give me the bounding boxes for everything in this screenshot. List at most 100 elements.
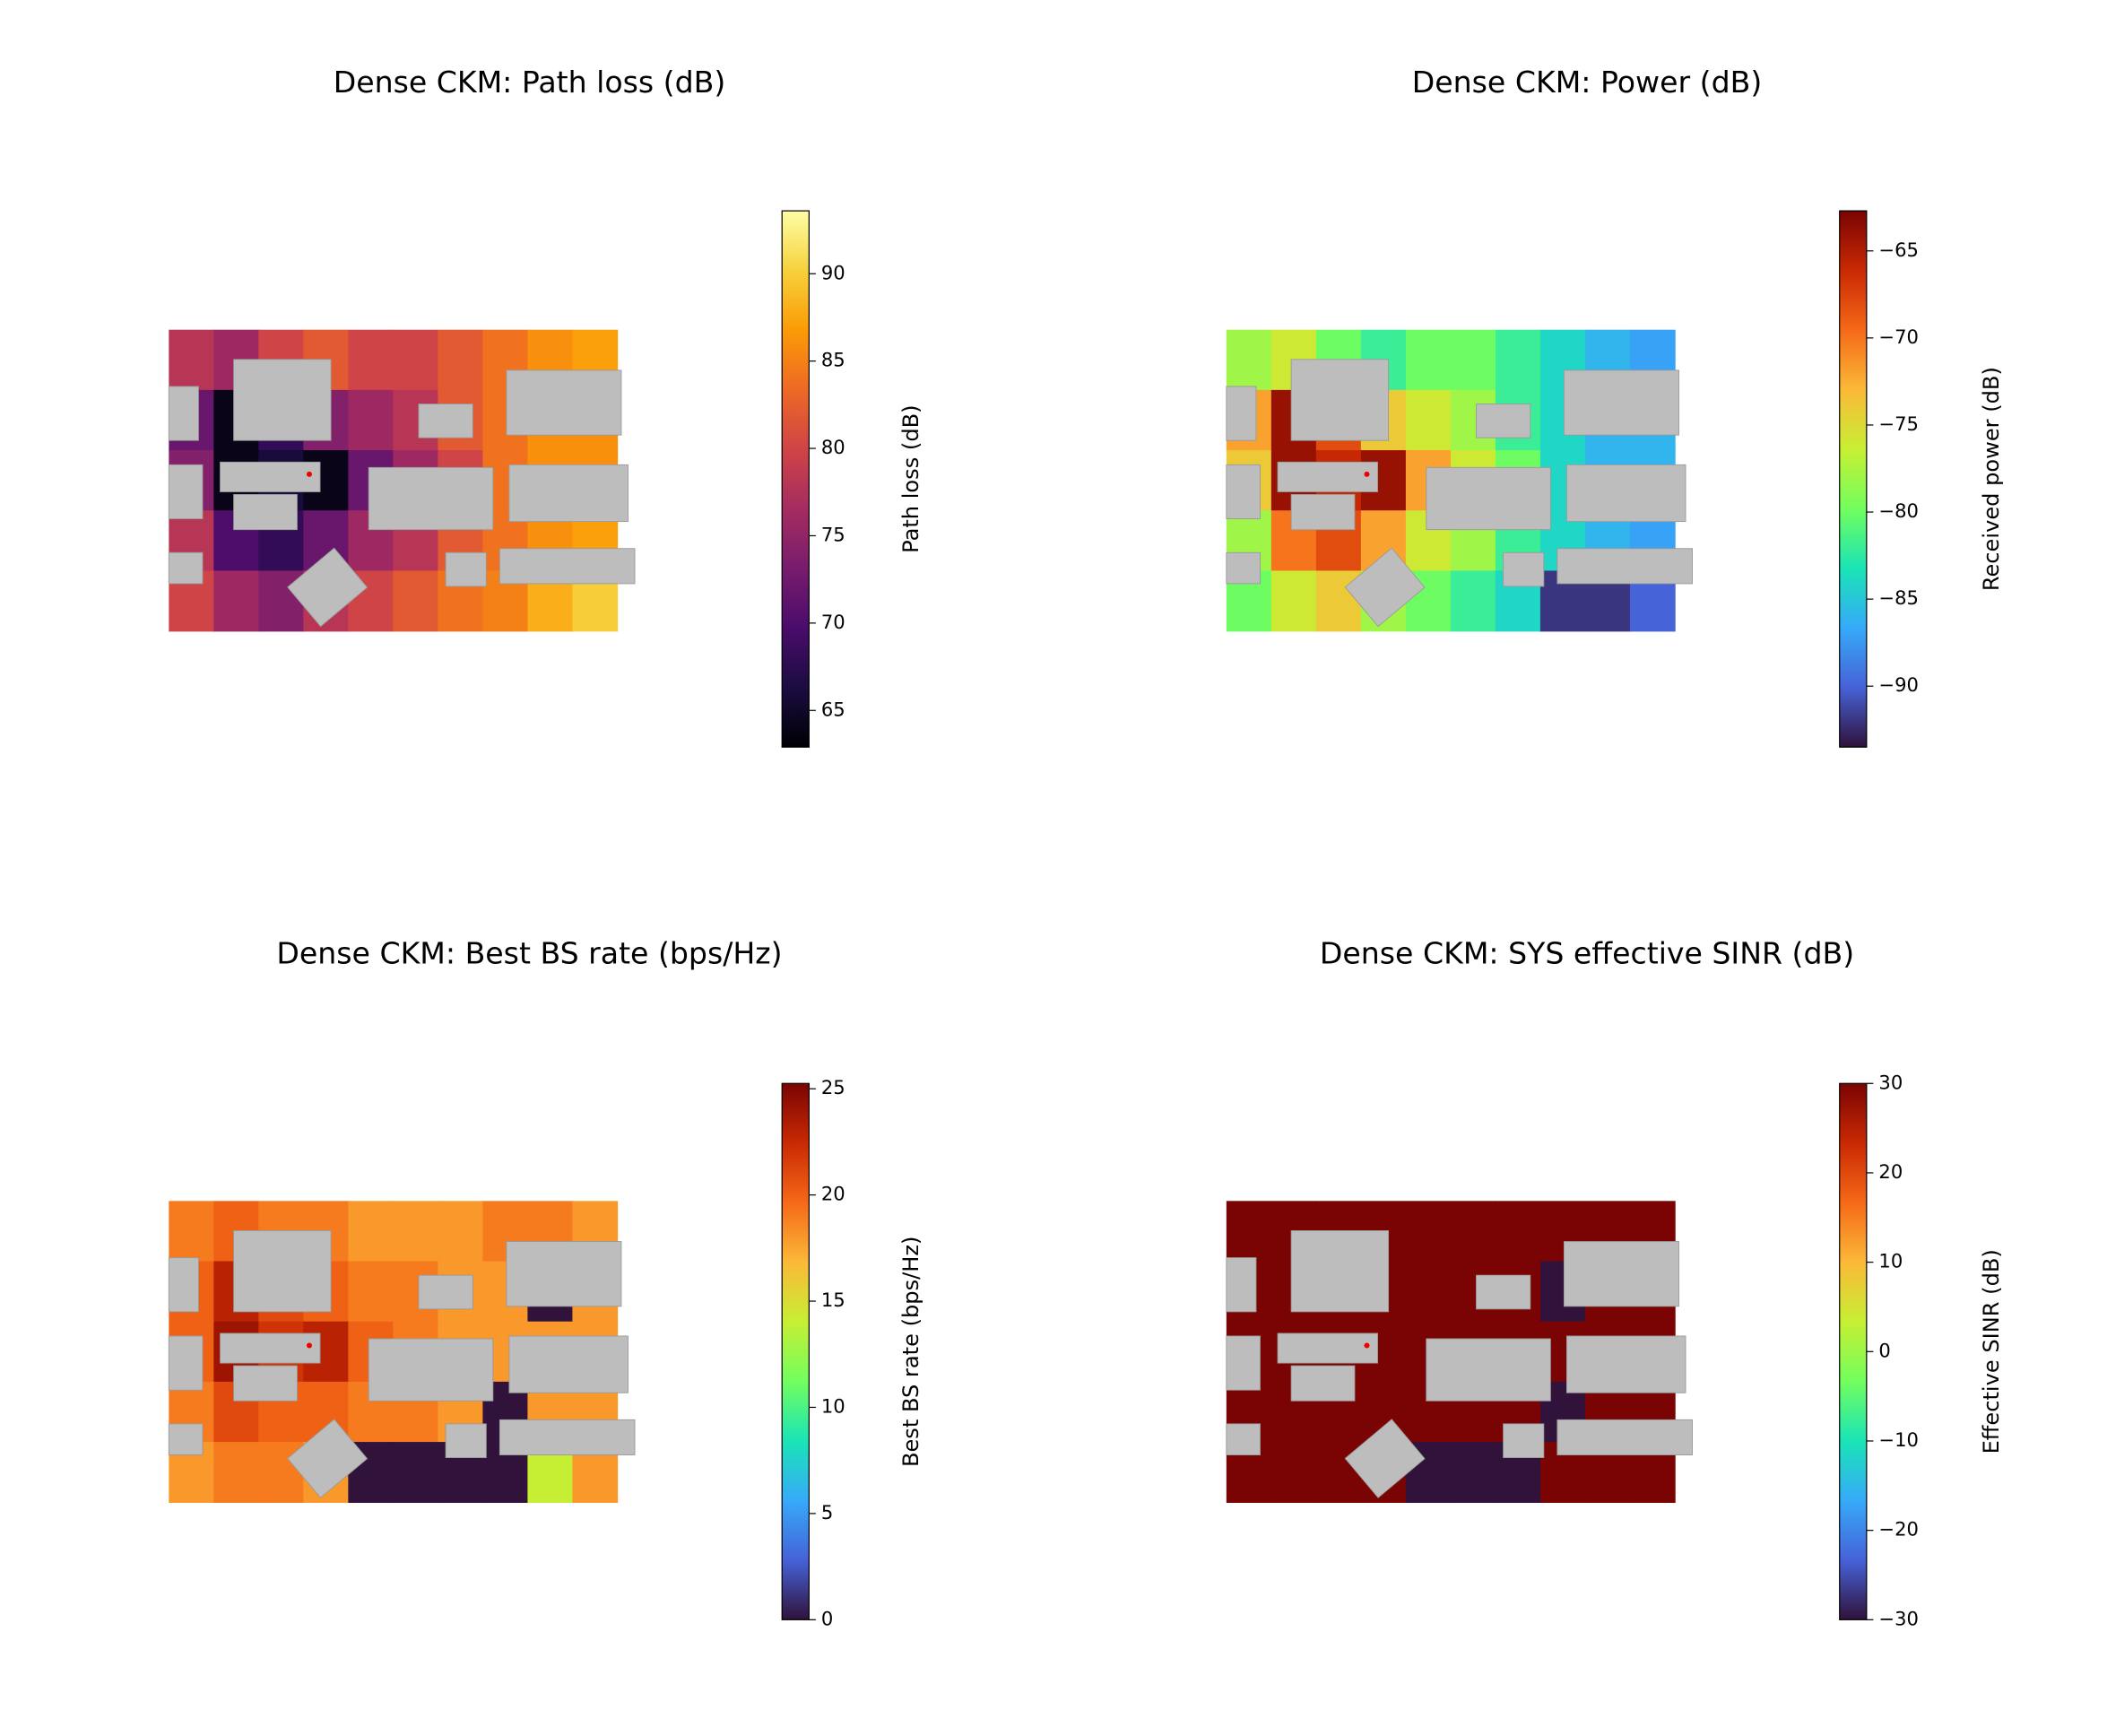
colorbar: [1839, 1082, 1868, 1620]
panel-title: Dense CKM: Power (dB): [1412, 65, 1762, 100]
heatmap-cell: [348, 389, 395, 451]
building: [233, 1230, 332, 1313]
colorbar-tick-label: 10: [1878, 1250, 1903, 1272]
building: [1344, 1419, 1426, 1498]
building: [1565, 1335, 1686, 1393]
building: [168, 464, 204, 520]
building: [368, 466, 494, 531]
building: [1226, 551, 1261, 585]
heatmap-cell: [393, 1201, 439, 1263]
colorbar-tick-label: 75: [821, 523, 845, 545]
building: [1226, 464, 1261, 520]
building: [1426, 466, 1551, 531]
building: [1563, 1241, 1679, 1307]
heatmap-cell: [1270, 570, 1317, 632]
building: [506, 1241, 622, 1307]
building: [168, 1335, 204, 1391]
building: [1426, 1338, 1551, 1402]
heatmap-cell: [348, 1201, 395, 1263]
colorbar-tick-label: 30: [1878, 1071, 1903, 1093]
colorbar-tick-label: 20: [821, 1183, 845, 1205]
building: [1290, 1365, 1356, 1402]
buildings: [168, 359, 636, 628]
base-station: [1364, 471, 1370, 477]
building: [418, 1274, 473, 1310]
colorbar-tick-label: −20: [1878, 1518, 1918, 1541]
heatmap-cell: [213, 1442, 260, 1504]
heatmap-cell: [169, 1201, 215, 1263]
panel: Dense CKM: Power (dB) −90 −85 −80 −75 −70 −65 R…: [1226, 65, 2004, 748]
colorbar-tick-label: −75: [1878, 412, 1918, 435]
colorbar-tick-label: 20: [1878, 1160, 1903, 1183]
colorbar-tick-label: 10: [821, 1394, 845, 1417]
buildings: [1226, 359, 1693, 628]
colorbar-tick-label: 85: [821, 349, 845, 371]
colorbar-tick-label: −85: [1878, 586, 1918, 609]
colorbar-tick-label: 65: [821, 698, 845, 720]
heatmap-cell: [1405, 1201, 1452, 1263]
colorbar-label: Effective SINR (dB): [1979, 1249, 2004, 1454]
colorbar-tick-label: 15: [821, 1289, 845, 1311]
building: [168, 1257, 199, 1313]
heatmap-cell: [1495, 329, 1541, 391]
building: [1563, 369, 1679, 436]
heatmap-cell: [1270, 1442, 1317, 1504]
colorbar: [781, 1082, 810, 1620]
building: [1476, 1274, 1531, 1310]
heatmap-cell: [393, 1442, 439, 1504]
building: [1556, 1419, 1693, 1455]
building: [506, 369, 622, 436]
colorbar-tick-label: −10: [1878, 1428, 1918, 1451]
panel: Dense CKM: Best BS rate (bps/Hz) 0 5 10 15 20…: [168, 936, 923, 1629]
colorbar-label: Received power (dB): [1979, 367, 2004, 591]
heatmap-cell: [348, 329, 395, 391]
building: [1277, 1332, 1378, 1364]
colorbar-tick-label: −90: [1878, 673, 1918, 696]
panel-title: Dense CKM: Path loss (dB): [334, 65, 726, 100]
heatmap-cell: [393, 570, 439, 632]
colorbar-tick-label: −65: [1878, 239, 1918, 261]
building: [1503, 1423, 1545, 1458]
colorbar: [1839, 210, 1868, 748]
building: [1277, 461, 1378, 492]
building: [368, 1338, 494, 1402]
colorbar-tick-label: 25: [821, 1076, 845, 1098]
building: [1290, 494, 1356, 531]
building: [1476, 404, 1531, 438]
building: [1503, 551, 1545, 587]
colorbar-tick-label: 80: [821, 436, 845, 458]
building: [287, 547, 369, 628]
building: [1226, 1423, 1261, 1455]
base-station: [306, 471, 312, 477]
building: [233, 359, 332, 441]
building: [445, 1423, 487, 1458]
building: [508, 1335, 629, 1393]
colorbar: [781, 210, 810, 748]
building: [1226, 1257, 1257, 1313]
heatmap-cell: [1226, 329, 1272, 391]
building: [445, 551, 487, 587]
heatmap-cell: [169, 329, 215, 391]
buildings: [168, 1230, 636, 1498]
heatmap-cell: [1405, 1261, 1452, 1323]
colorbar-tick-label: 0: [1878, 1339, 1890, 1361]
panel-title: Dense CKM: Best BS rate (bps/Hz): [276, 936, 782, 971]
building: [1565, 464, 1686, 523]
heatmap-cell: [1495, 1201, 1541, 1263]
heatmap-cell: [348, 1261, 395, 1323]
building: [499, 1419, 636, 1455]
heatmap-cell: [1450, 1442, 1496, 1504]
building: [287, 1419, 369, 1498]
building: [220, 1332, 321, 1364]
building: [499, 548, 636, 585]
colorbar-tick-label: 70: [821, 611, 845, 633]
heatmap-cell: [1405, 389, 1452, 451]
colorbar-label: Best BS rate (bps/Hz): [898, 1237, 923, 1467]
panel: Dense CKM: Path loss (dB) 65 70 75 80 85 90 Pat…: [168, 65, 923, 748]
colorbar-tick-label: 5: [821, 1501, 833, 1523]
heatmap-cell: [438, 329, 484, 391]
panel-title: Dense CKM: SYS effective SINR (dB): [1320, 936, 1854, 971]
colorbar-label: Path loss (dB): [898, 404, 923, 552]
heatmap-cell: [1450, 329, 1496, 391]
